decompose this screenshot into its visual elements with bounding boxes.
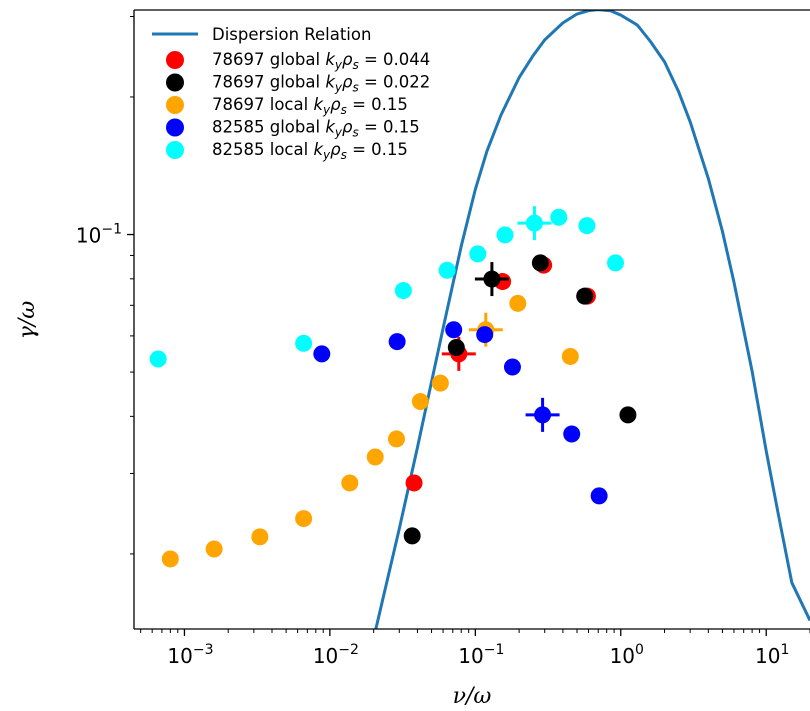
- data-point: [149, 350, 167, 368]
- legend-marker: [166, 73, 184, 92]
- data-point: [503, 358, 521, 376]
- data-point: [607, 254, 625, 272]
- plot-background: [134, 10, 810, 629]
- data-point: [405, 474, 423, 492]
- data-point: [561, 347, 579, 365]
- data-point: [295, 334, 313, 352]
- legend-label: 78697 local kyρs = 0.15: [212, 95, 408, 117]
- x-tick-label: 10−2: [313, 642, 359, 668]
- data-point: [525, 214, 543, 232]
- legend-label: 82585 global kyρs = 0.15: [212, 118, 420, 140]
- y-axis-label: γ/ω: [15, 301, 40, 340]
- data-point: [576, 287, 594, 305]
- data-point: [251, 528, 269, 546]
- legend-label: 78697 global kyρs = 0.044: [212, 50, 430, 72]
- data-point: [431, 374, 449, 392]
- data-point: [411, 393, 429, 411]
- x-tick-label: 10−1: [458, 642, 504, 668]
- data-point: [313, 345, 331, 363]
- data-point: [476, 326, 494, 344]
- data-point: [388, 333, 406, 351]
- data-point: [483, 270, 501, 288]
- series-2: [403, 254, 637, 545]
- legend: Dispersion Relation 78697 global kyρs = 0…: [152, 25, 430, 162]
- legend-label: 78697 global kyρs = 0.022: [212, 73, 430, 95]
- legend-marker: [166, 118, 184, 137]
- series-3: [161, 294, 579, 568]
- x-tick-label: 10−3: [167, 642, 213, 668]
- data-point: [295, 510, 313, 528]
- data-point: [469, 245, 487, 263]
- y-tick-label: 10−1: [76, 222, 122, 248]
- series-4: [313, 321, 608, 505]
- legend-label: 82585 local kyρs = 0.15: [212, 140, 408, 162]
- data-point: [590, 487, 608, 505]
- series-5: [149, 206, 625, 368]
- data-point: [161, 550, 179, 568]
- data-point: [394, 282, 412, 300]
- legend-marker: [166, 141, 184, 159]
- data-point: [578, 217, 596, 235]
- x-tick-label: 100: [610, 642, 644, 668]
- legend-marker: [166, 96, 184, 114]
- data-point: [619, 406, 637, 424]
- data-point: [341, 474, 359, 492]
- data-point: [366, 448, 384, 466]
- data-point: [531, 254, 549, 272]
- data-point: [509, 294, 527, 312]
- dispersion-relation-line: [374, 10, 810, 629]
- data-point: [205, 540, 223, 558]
- data-point: [447, 338, 465, 356]
- x-axis-label: ν/ω: [453, 684, 492, 709]
- legend-label: Dispersion Relation: [212, 25, 371, 44]
- legend-marker: [166, 51, 184, 69]
- x-tick-label: 101: [755, 642, 789, 668]
- data-point: [387, 430, 405, 448]
- data-point: [550, 208, 568, 226]
- data-point: [534, 406, 552, 424]
- data-point: [403, 527, 421, 545]
- data-point: [563, 425, 581, 443]
- data-point: [445, 321, 463, 339]
- data-point: [438, 261, 456, 279]
- data-point: [496, 226, 514, 244]
